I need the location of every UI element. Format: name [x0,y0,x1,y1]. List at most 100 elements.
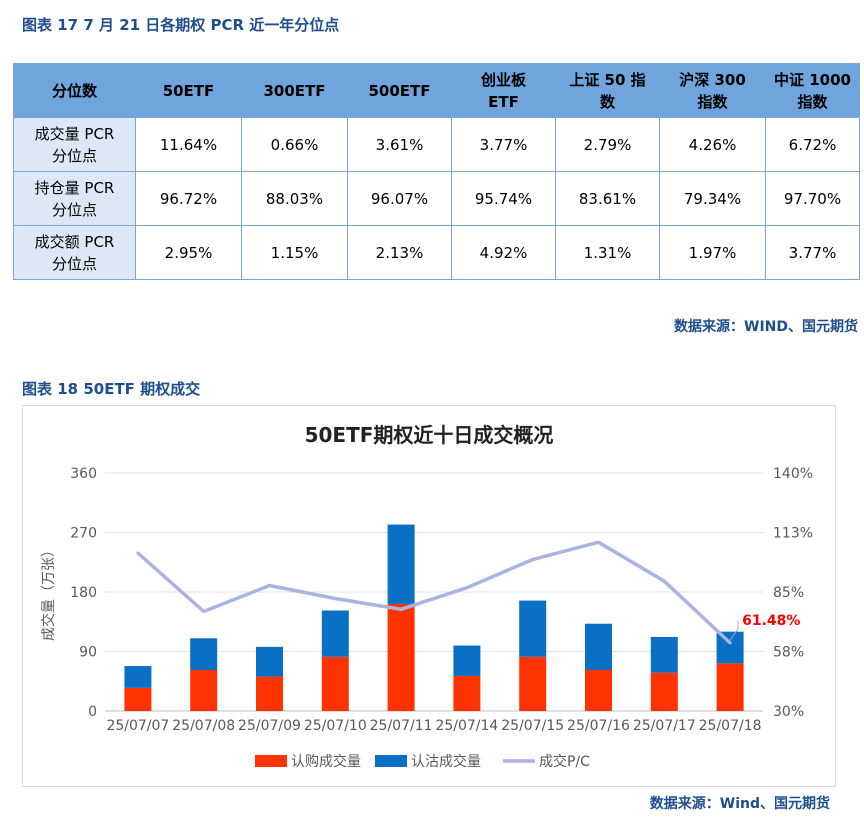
table-header-row: 分位数 50ETF 300ETF 500ETF 创业板 ETF 上证 50 指 … [13,63,860,118]
table-cell: 96.72% [135,171,242,226]
row-label: 持仓量 PCR 分位点 [13,171,136,226]
x-tick-label: 25/07/17 [633,718,696,734]
header-cell: 中证 1000 指数 [765,63,860,118]
table-cell: 4.92% [451,225,556,280]
header-cell: 50ETF [135,63,242,118]
x-tick-label: 25/07/10 [304,718,367,734]
call-volume-bar [585,670,612,711]
header-cell: 沪深 300 指数 [659,63,766,118]
x-tick-label: 25/07/18 [699,718,762,734]
table-cell: 1.97% [659,225,766,280]
table-cell: 11.64% [135,117,242,172]
header-cell: 创业板 ETF [451,63,556,118]
x-tick-label: 25/07/07 [106,718,169,734]
y2-tick-label: 30% [773,704,804,720]
x-tick-label: 25/07/14 [435,718,498,734]
table-source-note: 数据来源：WIND、国元期货 [674,319,858,335]
table-row: 持仓量 PCR 分位点 96.72% 88.03% 96.07% 95.74% … [13,171,860,226]
put-volume-bar [716,631,744,664]
table-cell: 3.77% [765,225,860,280]
legend-swatch [375,755,407,767]
table-cell: 83.61% [555,171,660,226]
x-tick-label: 25/07/09 [238,718,301,734]
table-cell: 1.15% [241,225,348,280]
table-cell: 3.61% [347,117,452,172]
chart-source-note: 数据来源：Wind、国元期货 [649,796,830,812]
x-tick-label: 25/07/11 [370,718,433,734]
table-row: 成交额 PCR 分位点 2.95% 1.15% 2.13% 4.92% 1.31… [13,225,860,280]
pc-ratio-point [465,586,469,590]
pc-ratio-point [136,551,140,555]
table-cell: 96.07% [347,171,452,226]
row-label: 成交额 PCR 分位点 [13,225,136,280]
y2-tick-label: 140% [773,466,813,482]
pc-ratio-point [531,558,535,562]
header-cell: 分位数 [13,63,136,118]
chart-title: 50ETF期权近十日成交概况 [305,423,554,447]
call-volume-bar [453,675,481,711]
put-volume-bar [650,636,678,673]
call-volume-bar [650,672,678,711]
pc-ratio-point [597,540,600,544]
table-cell: 2.79% [555,117,660,172]
pcr-percentile-table: 分位数 50ETF 300ETF 500ETF 创业板 ETF 上证 50 指 … [13,63,860,280]
put-volume-bar [387,524,415,604]
put-volume-bar [519,600,547,657]
put-volume-bar [124,666,152,688]
pc-ratio-point [202,609,206,613]
legend-swatch [255,755,287,767]
y-tick-label: 90 [79,645,97,661]
y-tick-label: 180 [70,585,97,601]
pc-annotation-label: 61.48% [742,613,800,629]
put-volume-bar [453,645,481,676]
put-volume-bar [256,646,283,677]
table-cell: 97.70% [765,171,860,226]
table-cell: 88.03% [241,171,348,226]
table-figure-title: 图表 17 7 月 21 日各期权 PCR 近一年分位点 [22,16,340,34]
y2-tick-label: 58% [773,645,804,661]
call-volume-bar [716,663,744,711]
header-cell: 300ETF [241,63,348,118]
legend-label: 认购成交量 [291,753,361,770]
table-cell: 6.72% [765,117,860,172]
legend-label: 认沽成交量 [411,753,481,770]
put-volume-bar [190,638,218,671]
table-cell: 3.77% [451,117,556,172]
y-axis-label: 成交量（万张） [40,543,57,641]
table-row: 成交量 PCR 分位点 11.64% 0.66% 3.61% 3.77% 2.7… [13,117,860,172]
y2-tick-label: 85% [773,585,804,601]
legend-label: 成交P/C [539,753,590,770]
y2-tick-label: 113% [773,526,813,542]
pc-ratio-line [136,540,732,645]
x-tick-label: 25/07/08 [172,718,235,734]
call-volume-bar [124,687,152,711]
chart-figure-title: 图表 18 50ETF 期权成交 [22,380,201,398]
table-cell: 4.26% [659,117,766,172]
row-label: 成交量 PCR 分位点 [13,117,136,172]
table-cell: 0.66% [241,117,348,172]
y-tick-label: 360 [70,466,97,482]
annotation-leader [729,620,739,641]
table-cell: 2.13% [347,225,452,280]
x-tick-label: 25/07/16 [567,718,630,734]
pc-ratio-point [662,579,666,583]
y-tick-label: 0 [88,704,97,720]
call-volume-bar [256,676,283,711]
call-volume-bar [519,656,547,711]
pc-ratio-point [333,596,337,600]
pc-ratio-point [399,607,403,611]
call-volume-bar [321,656,349,711]
header-cell: 500ETF [347,63,452,118]
pc-ratio-point [268,584,271,588]
table-cell: 79.34% [659,171,766,226]
chart-frame: 50ETF期权近十日成交概况 成交量（万张） 61.48% 0 30% 90 58% 1… [22,405,836,787]
header-cell: 上证 50 指 数 [555,63,660,118]
put-volume-bar [585,623,612,671]
volume-chart: 50ETF期权近十日成交概况 成交量（万张） 61.48% 0 30% 90 58% 1… [40,423,813,770]
table-cell: 2.95% [135,225,242,280]
table-cell: 1.31% [555,225,660,280]
call-volume-bar [387,603,415,711]
table-cell: 95.74% [451,171,556,226]
y-tick-label: 270 [70,526,97,542]
call-volume-bar [190,670,218,711]
